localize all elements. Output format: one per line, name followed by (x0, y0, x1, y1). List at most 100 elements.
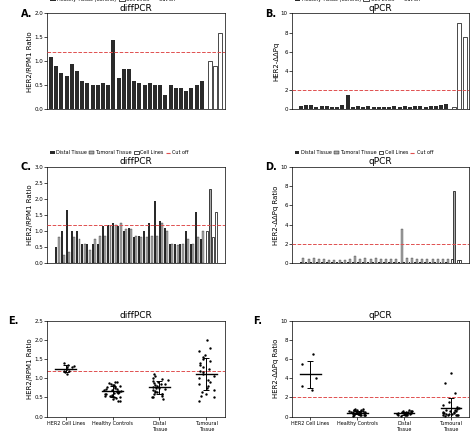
Point (114, 398, 121, 405)
Point (158, 392, 166, 399)
Bar (445, 104, 448, 109)
Bar (326, 262, 328, 263)
Point (110, 394, 118, 401)
Bar (174, 244, 176, 263)
Bar (197, 237, 199, 263)
Bar (187, 239, 189, 263)
Bar (161, 223, 163, 263)
Point (210, 386, 218, 393)
Bar (172, 244, 173, 263)
Bar (341, 262, 343, 263)
Bar (398, 107, 401, 109)
Point (149, 386, 157, 393)
Point (155, 379, 162, 386)
Bar (352, 262, 354, 263)
Point (195, 375, 202, 382)
Point (158, 375, 166, 383)
Bar (424, 107, 428, 109)
Bar (372, 107, 375, 109)
Bar (331, 262, 333, 263)
Bar (190, 88, 193, 109)
Bar (395, 259, 397, 263)
Bar (154, 201, 155, 263)
Bar (49, 56, 53, 109)
Point (111, 381, 118, 388)
Point (207, 379, 214, 386)
Y-axis label: HER2/RPM1 Ratio: HER2/RPM1 Ratio (27, 185, 33, 246)
Point (447, 407, 454, 414)
Point (356, 412, 364, 419)
Title: qPCR: qPCR (369, 311, 392, 320)
Point (401, 411, 409, 418)
Bar (128, 228, 130, 263)
Point (153, 384, 160, 392)
Point (398, 408, 406, 415)
Bar (365, 258, 366, 263)
Point (109, 382, 117, 389)
Point (159, 396, 166, 403)
Point (448, 411, 456, 418)
Point (452, 411, 460, 418)
Bar (305, 262, 307, 263)
Bar (437, 259, 439, 263)
Bar (413, 106, 417, 109)
Point (453, 412, 461, 419)
Point (401, 412, 409, 419)
Bar (445, 262, 447, 263)
Bar (75, 71, 79, 109)
Bar (169, 244, 171, 263)
Bar (319, 106, 324, 109)
Point (150, 379, 157, 387)
Text: D.: D. (265, 162, 277, 172)
Bar (123, 231, 125, 263)
Point (355, 409, 363, 417)
Point (455, 405, 463, 412)
Bar (76, 231, 78, 263)
Point (404, 409, 411, 416)
Point (350, 406, 357, 414)
Point (439, 409, 447, 416)
Point (453, 405, 461, 413)
Bar (89, 250, 91, 263)
Point (451, 409, 458, 417)
Bar (127, 69, 131, 109)
Point (402, 408, 410, 415)
Point (356, 409, 364, 416)
Bar (179, 88, 183, 109)
Bar (80, 81, 84, 109)
Bar (385, 258, 387, 263)
Legend: Healthy Tissue (Control), Cell Lines, Cut off: Healthy Tissue (Control), Cell Lines, Cu… (292, 0, 422, 4)
Bar (86, 244, 89, 263)
Point (100, 386, 108, 393)
Point (350, 406, 358, 414)
Point (446, 410, 453, 418)
Point (158, 390, 166, 397)
Bar (401, 229, 402, 263)
Point (195, 348, 203, 355)
Bar (125, 229, 127, 263)
Point (102, 391, 109, 398)
Point (204, 336, 211, 344)
Point (405, 407, 413, 414)
Bar (409, 262, 410, 263)
Point (451, 389, 458, 396)
Point (356, 410, 363, 417)
Bar (151, 236, 153, 263)
Bar (318, 259, 320, 263)
Point (357, 407, 365, 414)
Point (154, 382, 161, 389)
Point (101, 392, 109, 399)
Bar (146, 237, 147, 263)
Bar (81, 244, 83, 263)
Bar (174, 88, 178, 109)
Point (61, 359, 68, 366)
Bar (321, 262, 323, 263)
Bar (101, 83, 105, 109)
Bar (451, 258, 453, 263)
Bar (164, 95, 167, 109)
Bar (387, 107, 391, 109)
Bar (111, 40, 115, 109)
Point (404, 411, 411, 418)
Point (161, 380, 169, 388)
Bar (346, 95, 350, 109)
